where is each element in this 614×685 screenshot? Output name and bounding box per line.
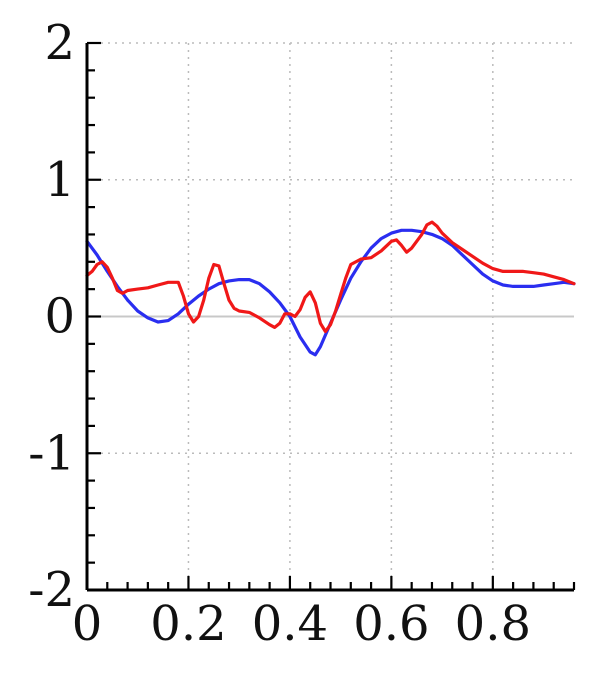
series-group [85, 220, 576, 357]
y-tick-label: -1 [28, 425, 75, 481]
x-tick-label: 0 [72, 596, 103, 652]
y-tick-label: 0 [44, 289, 75, 345]
series-line-2 [85, 220, 576, 334]
x-tick-label: 0.2 [150, 596, 226, 652]
y-tick-label: -2 [28, 562, 75, 618]
y-tick-labels: -2 -1 0 1 2 [28, 15, 75, 618]
x-tick-label: 0.4 [252, 596, 328, 652]
axis-ticks [85, 41, 576, 592]
x-tick-labels: 0 0.2 0.4 0.6 0.8 [72, 596, 531, 652]
x-tick-label: 0.6 [353, 596, 429, 652]
y-tick-label: 1 [44, 152, 75, 208]
x-tick-label: 0.8 [455, 596, 531, 652]
y-tick-label: 2 [44, 15, 75, 71]
series-line-1 [85, 228, 576, 357]
